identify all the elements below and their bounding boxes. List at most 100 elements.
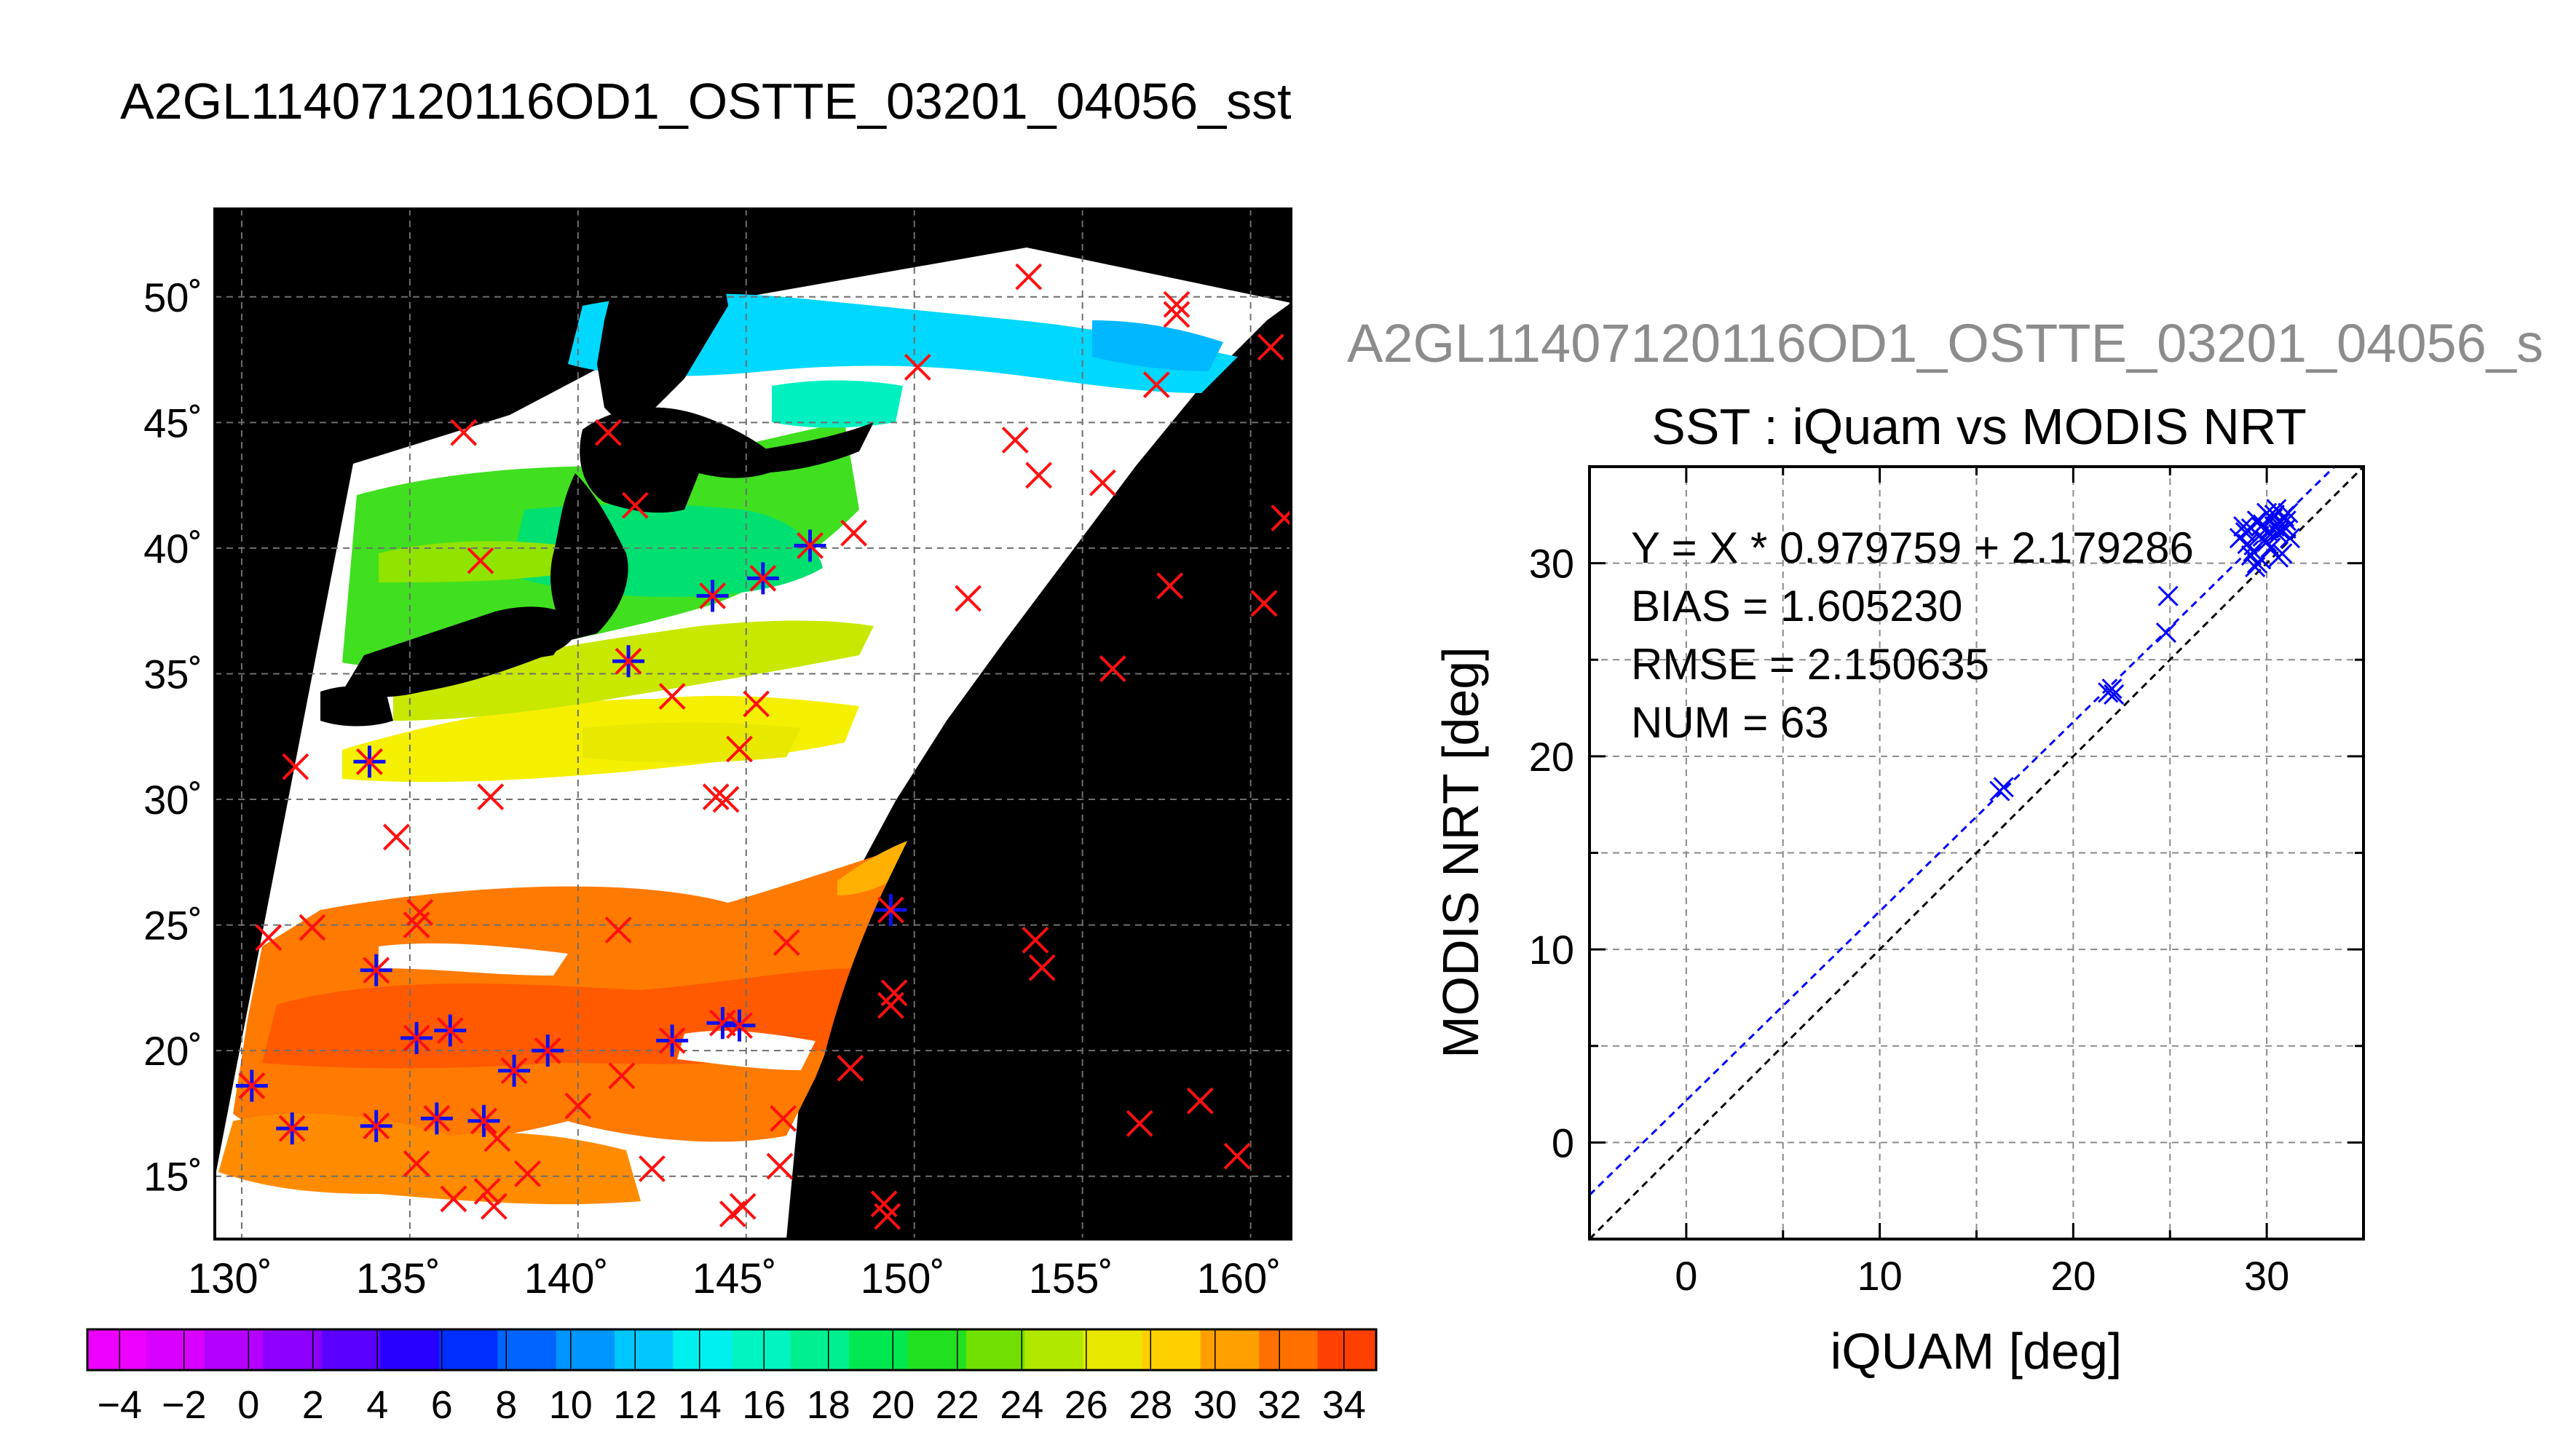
colorbar-label: 12 bbox=[613, 1383, 657, 1427]
colorbar-swatch bbox=[497, 1329, 557, 1370]
map-marker-matched bbox=[746, 562, 779, 595]
sst-colorbar: −4 −2 0 2 4 6 8 10 12 14 16 18 20 22 24 26 28 30 32 34 bbox=[86, 1328, 1378, 1427]
map-marker-red bbox=[726, 735, 753, 763]
scatter-y-tick-labels: 0 10 20 30 bbox=[1529, 541, 1574, 1166]
scatter-point bbox=[2157, 585, 2179, 606]
scatter-statistic: NUM = 63 bbox=[1631, 698, 1829, 747]
map-marker-matched bbox=[400, 1021, 433, 1054]
colorbar-swatch bbox=[1024, 1329, 1084, 1370]
map-marker-red bbox=[594, 419, 622, 446]
scatter-point bbox=[2104, 684, 2125, 705]
scatter-y-axis-label: MODIS NRT [deg] bbox=[1432, 646, 1489, 1058]
map-marker-red bbox=[743, 690, 770, 718]
map-marker-matched bbox=[434, 1014, 467, 1047]
map-marker-red bbox=[639, 1155, 666, 1182]
map-marker-red bbox=[483, 1125, 511, 1152]
map-marker-matched bbox=[656, 1024, 689, 1057]
colorbar-swatch bbox=[965, 1329, 1025, 1370]
scatter-y-tick-label: 20 bbox=[1529, 734, 1574, 780]
colorbar-swatch bbox=[204, 1329, 264, 1370]
longitude-labels: 130˚ 135˚ 140˚ 145˚ 150˚ 155˚ 160˚ bbox=[188, 1255, 1282, 1302]
colorbar-label: 24 bbox=[1000, 1383, 1043, 1427]
map-marker-red bbox=[702, 783, 730, 810]
map-marker-red bbox=[1250, 590, 1278, 617]
colorbar-swatch bbox=[848, 1329, 908, 1370]
colorbar-label: 16 bbox=[742, 1383, 786, 1427]
scatter-point bbox=[2256, 531, 2278, 553]
scatter-x-tick-label: 10 bbox=[1857, 1253, 1902, 1299]
longitude-label: 155˚ bbox=[1029, 1255, 1113, 1302]
colorbar-label: 28 bbox=[1129, 1383, 1172, 1427]
colorbar-frame bbox=[86, 1328, 1378, 1372]
scatter-y-tick-label: 0 bbox=[1552, 1120, 1574, 1166]
scatter-point bbox=[2240, 545, 2262, 566]
colorbar-swatch bbox=[263, 1329, 323, 1370]
scatter-plot: SST : iQuam vs MODIS NRT 0 10 20 30 0 10 20 30… bbox=[1432, 398, 2365, 1380]
colorbar-swatch bbox=[321, 1329, 381, 1370]
map-marker-red bbox=[608, 1062, 636, 1090]
map-marker-red bbox=[1271, 505, 1291, 531]
identity-line bbox=[1590, 467, 2364, 1239]
colorbar-label: 26 bbox=[1065, 1383, 1108, 1427]
map-marker-red bbox=[1156, 572, 1184, 600]
japan-landmass bbox=[320, 211, 874, 727]
scatter-point bbox=[2264, 505, 2285, 526]
scatter-y-tick-label: 10 bbox=[1529, 927, 1574, 973]
latitude-label: 40˚ bbox=[143, 526, 202, 571]
map-marker-red bbox=[406, 898, 434, 926]
colorbar-swatch bbox=[146, 1329, 205, 1370]
map-marker-red bbox=[1223, 1142, 1251, 1170]
colorbar-swatch bbox=[87, 1329, 147, 1370]
scatter-point bbox=[2251, 516, 2272, 537]
map-marker-red bbox=[1163, 301, 1190, 328]
latitude-label: 35˚ bbox=[143, 651, 202, 697]
map-marker-matched bbox=[360, 954, 392, 986]
regression-line bbox=[1590, 467, 2337, 1196]
map-marker-matched bbox=[276, 1112, 309, 1145]
colorbar-label: 34 bbox=[1322, 1383, 1366, 1427]
map-marker-red bbox=[403, 1150, 430, 1177]
map-marker-red bbox=[255, 924, 283, 951]
secondary-title: A2GL11407120116OD1_OSTTE_03201_04056_s bbox=[1347, 313, 2543, 373]
scatter-title: SST : iQuam vs MODIS NRT bbox=[1651, 398, 2307, 455]
colorbar-swatch bbox=[1142, 1329, 1201, 1370]
latitude-label: 30˚ bbox=[143, 777, 202, 823]
map-marker-red bbox=[1015, 263, 1043, 290]
map-marker-red bbox=[514, 1160, 541, 1187]
colorbar-label: 2 bbox=[302, 1383, 324, 1427]
map-marker-red bbox=[299, 914, 326, 941]
map-marker-matched bbox=[706, 1007, 739, 1040]
colorbar-label: 10 bbox=[549, 1383, 593, 1427]
map-marker-matched bbox=[723, 1009, 756, 1042]
colorbar-swatch bbox=[1317, 1329, 1377, 1370]
latitude-label: 50˚ bbox=[143, 274, 202, 320]
sst-map: 130˚ 135˚ 140˚ 145˚ 150˚ 155˚ 160˚ 15˚ 20˚ 25˚ 30… bbox=[143, 207, 1292, 1302]
map-marker-matched bbox=[467, 1104, 500, 1137]
colorbar-label: 18 bbox=[807, 1383, 850, 1427]
scatter-point bbox=[2279, 528, 2301, 549]
map-marker-red bbox=[880, 979, 908, 1007]
map-marker-red bbox=[480, 1192, 508, 1220]
longitude-label: 130˚ bbox=[188, 1255, 272, 1302]
scatter-x-tick-labels: 0 10 20 30 bbox=[1675, 1253, 2289, 1299]
map-marker-matched bbox=[696, 579, 729, 612]
longitude-label: 150˚ bbox=[861, 1255, 945, 1302]
longitude-label: 160˚ bbox=[1197, 1255, 1282, 1302]
map-marker-red bbox=[1028, 954, 1056, 981]
map-marker-red bbox=[440, 1185, 467, 1213]
colorbar-label: 14 bbox=[678, 1383, 722, 1427]
colorbar-swatch bbox=[556, 1329, 615, 1370]
map-marker-red bbox=[955, 585, 982, 612]
map-marker-matched bbox=[612, 645, 645, 678]
colorbar-label: 8 bbox=[495, 1383, 517, 1427]
scatter-statistic: BIAS = 1.605230 bbox=[1631, 582, 1962, 630]
latitude-label: 45˚ bbox=[143, 400, 202, 446]
scatter-point bbox=[2101, 678, 2122, 700]
map-marker-red bbox=[450, 419, 478, 446]
scatter-statistic: Y = X * 0.979759 + 2.179286 bbox=[1631, 523, 2194, 572]
map-marker-red bbox=[1022, 926, 1049, 954]
map-marker-matched bbox=[874, 893, 907, 926]
map-marker-matched bbox=[235, 1069, 268, 1102]
map-marker-red bbox=[477, 783, 505, 810]
